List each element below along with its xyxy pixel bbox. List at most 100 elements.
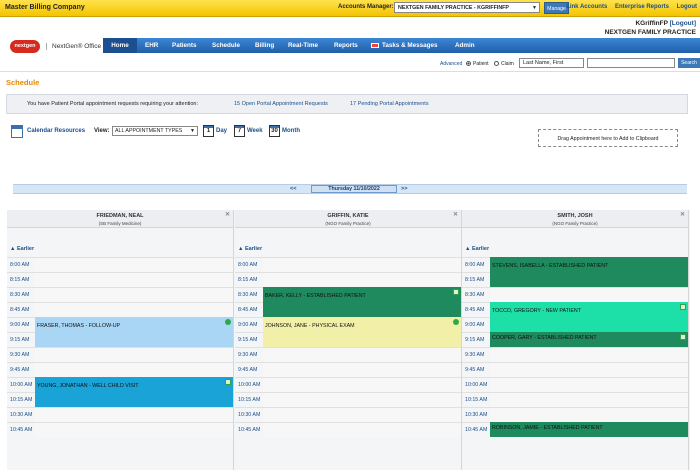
clipboard-dropzone[interactable]: Drag Appointment here to Add to Clipboar…: [538, 129, 678, 147]
time-slot[interactable]: 10:45 AM: [235, 422, 461, 438]
earlier-link[interactable]: ▲ Earlier: [10, 246, 35, 252]
slot-area[interactable]: [35, 273, 233, 288]
claim-radio[interactable]: Claim: [494, 61, 514, 67]
slot-area[interactable]: [263, 273, 461, 288]
earlier-link[interactable]: ▲ Earlier: [465, 246, 490, 252]
time-slot[interactable]: 8:00 AM: [235, 257, 461, 273]
expand-icon[interactable]: [453, 289, 459, 295]
appointment[interactable]: FRASER, THOMAS - FOLLOW-UP: [35, 317, 233, 347]
slot-area[interactable]: [35, 258, 233, 273]
user-logout-link[interactable]: [Logout]: [669, 20, 696, 27]
enterprise-reports-link[interactable]: Enterprise Reports: [614, 4, 669, 10]
appointment[interactable]: JOHNSON, JANE - PHYSICAL EXAM: [263, 317, 461, 347]
slot-area[interactable]: [263, 363, 461, 378]
appointment[interactable]: COOPER, GARY - ESTABLISHED PATIENT: [490, 332, 688, 347]
manage-button[interactable]: Manage: [544, 2, 569, 14]
appointment[interactable]: STEVENS, ISABELLA - ESTABLISHED PATIENT: [490, 257, 688, 287]
slot-time: 8:45 AM: [465, 307, 485, 313]
time-slot[interactable]: 8:15 AM: [7, 272, 233, 288]
time-slot[interactable]: 10:15 AM: [462, 392, 688, 408]
nav-patients[interactable]: Patients: [172, 42, 197, 49]
slot-area[interactable]: [35, 423, 233, 438]
time-slot[interactable]: 10:45 AM: [7, 422, 233, 438]
nav-billing[interactable]: Billing: [255, 42, 275, 49]
advanced-search-link[interactable]: Advanced: [440, 61, 463, 67]
slot-area[interactable]: [263, 378, 461, 393]
portal-message: You have Patient Portal appointment requ…: [27, 101, 199, 107]
logo-mark: nextgen: [10, 39, 40, 53]
time-slot[interactable]: 8:15 AM: [235, 272, 461, 288]
time-slot[interactable]: 8:30 AM: [7, 287, 233, 303]
time-slot[interactable]: 8:30 AM: [462, 287, 688, 303]
accounts-manager-select[interactable]: NEXTGEN FAMILY PRACTICE - KGRIFFINFP ▼: [394, 2, 540, 13]
slot-area[interactable]: [490, 288, 688, 303]
portal-alert: You have Patient Portal appointment requ…: [6, 94, 688, 114]
time-slot[interactable]: 8:45 AM: [7, 302, 233, 318]
nav-admin[interactable]: Admin: [455, 42, 475, 49]
nav-schedule[interactable]: Schedule: [212, 42, 240, 49]
appointment[interactable]: YOUNG, JONATHAN - WELL CHILD VISIT: [35, 377, 233, 407]
search-type-select[interactable]: Last Name, First: [519, 58, 584, 68]
slot-area[interactable]: [263, 258, 461, 273]
slot-area[interactable]: [35, 288, 233, 303]
time-slot[interactable]: 9:30 AM: [235, 347, 461, 363]
link-accounts-link[interactable]: Link Accounts: [566, 4, 608, 10]
slot-area[interactable]: [35, 363, 233, 378]
pending-appointments-link[interactable]: 17 Pending Portal Appointments: [350, 101, 429, 107]
slot-area[interactable]: [263, 408, 461, 423]
search-input[interactable]: [587, 58, 675, 68]
close-icon[interactable]: ✕: [224, 212, 230, 218]
calendar-resources-link[interactable]: Calendar Resources: [27, 128, 86, 134]
slot-area[interactable]: [490, 348, 688, 363]
calendar-icon[interactable]: [11, 125, 23, 138]
close-icon[interactable]: ✕: [452, 212, 458, 218]
nav-real-time[interactable]: Real-Time: [288, 42, 318, 49]
time-slot[interactable]: 10:00 AM: [235, 377, 461, 393]
time-slot[interactable]: 10:30 AM: [7, 407, 233, 423]
slot-area[interactable]: [35, 348, 233, 363]
nav-tasks-messages[interactable]: Tasks & Messages: [371, 38, 438, 53]
appointment[interactable]: BAKER, KELLY - ESTABLISHED PATIENT: [263, 287, 461, 317]
time-slot[interactable]: 9:45 AM: [462, 362, 688, 378]
time-slot[interactable]: 10:15 AM: [235, 392, 461, 408]
appointment[interactable]: TOCCO, GREGORY - NEW PATIENT: [490, 302, 688, 332]
month-view-button[interactable]: 30 Month: [269, 125, 300, 139]
time-slot[interactable]: 9:30 AM: [462, 347, 688, 363]
slot-area[interactable]: [35, 303, 233, 318]
day-view-button[interactable]: 1 Day: [203, 125, 227, 139]
slot-area[interactable]: [490, 363, 688, 378]
expand-icon[interactable]: [680, 304, 686, 310]
slot-area[interactable]: [263, 348, 461, 363]
open-requests-link[interactable]: 15 Open Portal Appointment Requests: [234, 101, 328, 107]
slot-time: 10:15 AM: [238, 397, 261, 403]
time-slot[interactable]: 9:45 AM: [235, 362, 461, 378]
time-slot[interactable]: 8:00 AM: [7, 257, 233, 273]
slot-area[interactable]: [490, 393, 688, 408]
expand-icon[interactable]: [225, 379, 231, 385]
slot-area[interactable]: [35, 408, 233, 423]
appointment[interactable]: ROBINSON, JAMIE - ESTABLISHED PATIENT: [490, 422, 688, 437]
slot-area[interactable]: [490, 408, 688, 423]
time-slot[interactable]: 9:30 AM: [7, 347, 233, 363]
logout-link[interactable]: Logout: [676, 4, 697, 10]
time-slot[interactable]: 9:45 AM: [7, 362, 233, 378]
patient-radio[interactable]: Patient: [466, 61, 489, 67]
next-day-button[interactable]: >>: [401, 186, 408, 192]
time-slot[interactable]: 10:00 AM: [462, 377, 688, 393]
nav-home[interactable]: Home: [103, 38, 137, 53]
current-date[interactable]: Thursday 11/10/2022: [311, 185, 397, 193]
slot-area[interactable]: [263, 423, 461, 438]
view-select[interactable]: ALL APPOINTMENT TYPES ▼: [112, 126, 198, 136]
expand-icon[interactable]: [680, 334, 686, 340]
time-slot[interactable]: 10:30 AM: [235, 407, 461, 423]
earlier-link[interactable]: ▲ Earlier: [238, 246, 263, 252]
slot-area[interactable]: [490, 378, 688, 393]
search-button[interactable]: Search: [678, 58, 700, 68]
week-view-button[interactable]: 7 Week: [234, 125, 263, 139]
time-slot[interactable]: 10:30 AM: [462, 407, 688, 423]
nav-ehr[interactable]: EHR: [145, 42, 159, 49]
nav-reports[interactable]: Reports: [334, 42, 358, 49]
previous-day-button[interactable]: <<: [290, 186, 297, 192]
slot-area[interactable]: [263, 393, 461, 408]
close-icon[interactable]: ✕: [679, 212, 685, 218]
